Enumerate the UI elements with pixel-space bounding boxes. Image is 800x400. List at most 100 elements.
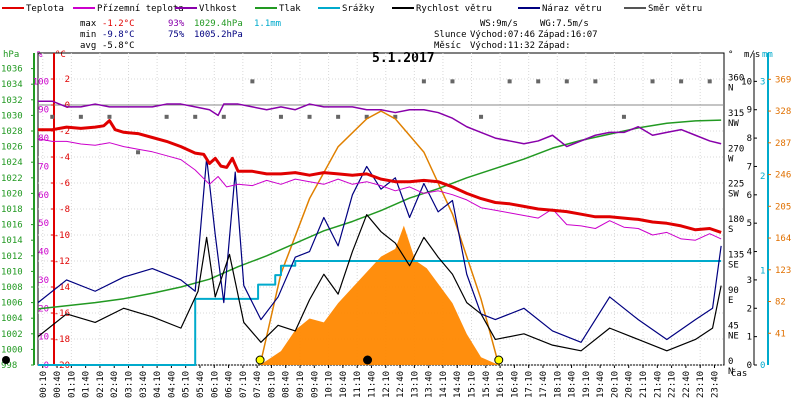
x-tick-label: 19:10 xyxy=(582,371,592,398)
sunset-marker xyxy=(494,355,504,365)
pressure-tick-label: 1000 xyxy=(1,345,23,355)
x-tick-label: 14:40 xyxy=(453,371,463,398)
wind-direction-point xyxy=(278,114,283,119)
x-tick-label: 09:10 xyxy=(296,371,306,398)
wind-direction-point xyxy=(450,79,455,84)
wind-tick-label: 6 xyxy=(747,191,752,201)
markers xyxy=(2,355,504,365)
humidity-tick-label: 20 xyxy=(38,304,49,314)
x-tick-label: 09:40 xyxy=(310,371,320,398)
temp-tick-label: -18 xyxy=(54,335,70,345)
pressure-tick-label: 1026 xyxy=(1,143,23,153)
x-tick-label: 16:10 xyxy=(496,371,506,398)
x-tick-label: 08:10 xyxy=(267,371,277,398)
unit-deg: ° xyxy=(728,50,733,60)
direction-name-label: NW xyxy=(728,119,739,129)
humidity-tick-label: 30 xyxy=(38,276,49,286)
legend-label-tlak: Tlak xyxy=(279,4,301,14)
wind-tick-label: 0 xyxy=(747,361,752,371)
pressure-tick-label: 1014 xyxy=(1,236,23,246)
wind-tick-label: 3 xyxy=(747,276,752,286)
legend-label-smer: Směr větru xyxy=(648,4,702,14)
x-tick-label: 13:40 xyxy=(425,371,435,398)
temp-tick-label: -14 xyxy=(54,283,70,293)
x-tick-label: 10:10 xyxy=(325,371,335,398)
x-tick-label: 04:40 xyxy=(167,371,177,398)
solar-tick-label: 164 xyxy=(775,234,791,244)
pressure-tick-label: 1002 xyxy=(1,330,23,340)
info-block: WS:9m/s WG:7.5m/s Slunce Východ:07:46 Zá… xyxy=(434,19,598,51)
wind-tick-label: 4 xyxy=(747,248,752,258)
x-tick-label: 06:40 xyxy=(225,371,235,398)
wind-tick-label: 10 xyxy=(741,77,752,87)
wind-direction-point xyxy=(307,114,312,119)
legend-label-naraz: Náraz větru xyxy=(542,4,602,14)
x-tick-label: 05:40 xyxy=(196,371,206,398)
x-tick-label: 07:40 xyxy=(253,371,263,398)
x-tick-label: 13:10 xyxy=(410,371,420,398)
direction-name-label: S xyxy=(728,225,733,235)
direction-name-label: SE xyxy=(728,261,739,271)
sunrise-marker xyxy=(255,355,265,365)
wind-tick-label: 1 xyxy=(747,333,752,343)
info-wg: WG:7.5m/s xyxy=(540,19,589,29)
stat-max-humidity: 93% xyxy=(168,19,185,29)
stat-avg-temp: -5.8°C xyxy=(102,41,135,51)
stat-max-rain: 1.1mm xyxy=(254,19,281,29)
wind-direction-point xyxy=(393,114,398,119)
x-tick-label: 01:10 xyxy=(67,371,77,398)
ground-temp-line xyxy=(37,138,722,241)
info-ws: WS:9m/s xyxy=(480,19,518,29)
direction-name-label: E xyxy=(728,296,733,306)
x-tick-label: 22:10 xyxy=(668,371,678,398)
temp-tick-label: -2 xyxy=(59,127,70,137)
wind-direction-point xyxy=(364,114,369,119)
unit-pct: % xyxy=(37,50,43,60)
pressure-tick-label: 1036 xyxy=(1,65,23,75)
direction-name-label: W xyxy=(728,154,734,164)
wind-direction-point xyxy=(621,114,626,119)
temp-tick-label: -4 xyxy=(59,153,70,163)
x-tick-label: 12:40 xyxy=(396,371,406,398)
pressure-tick-label: 1032 xyxy=(1,96,23,106)
stat-max-label: max xyxy=(80,19,97,29)
solar-tick-label: 369 xyxy=(775,75,791,85)
wind-direction-point xyxy=(421,79,426,84)
x-tick-labels: 00:10 00:40 01:10 01:40 02:10 02:40 03:10 03:40… xyxy=(39,371,721,398)
unit-degc: °C xyxy=(55,50,66,60)
stat-min-pressure: 1005.2hPa xyxy=(194,30,243,40)
direction-name-label: N xyxy=(728,367,733,377)
pressure-tick-label: 1028 xyxy=(1,127,23,137)
temp-tick-label: -12 xyxy=(54,257,70,267)
unit-hpa: hPa xyxy=(3,50,19,60)
stat-min-humidity: 75% xyxy=(168,30,185,40)
x-tick-label: 11:10 xyxy=(353,371,363,398)
wind-tick-label: 5 xyxy=(747,219,752,229)
info-sun-rise: Východ:07:46 xyxy=(470,30,535,40)
direction-tick-label: 270 xyxy=(728,144,744,154)
pressure-tick-label: 1020 xyxy=(1,189,23,199)
x-tick-label: 22:40 xyxy=(682,371,692,398)
pressure-tick-label: 1004 xyxy=(1,314,23,324)
pressure-tick-label: 998 xyxy=(1,361,17,371)
wind-direction-point xyxy=(193,114,198,119)
x-tick-label: 15:40 xyxy=(482,371,492,398)
x-tick-label: 21:40 xyxy=(653,371,663,398)
pressure-line xyxy=(37,119,722,310)
pressure-tick-label: 1010 xyxy=(1,267,23,277)
x-tick-label: 02:10 xyxy=(96,371,106,398)
x-tick-label: 20:10 xyxy=(610,371,620,398)
moon-phase-icon xyxy=(2,356,10,364)
temp-tick-label: -8 xyxy=(59,205,70,215)
direction-tick-label: 0 xyxy=(728,357,733,367)
solar-tick-label: 205 xyxy=(775,202,791,212)
x-axis-label: čas xyxy=(731,368,747,379)
stat-max-temp: -1.2°C xyxy=(102,19,135,29)
info-moon-rise: Východ:11:32 xyxy=(470,41,535,51)
wind-direction-point xyxy=(78,114,83,119)
direction-tick-label: 45 xyxy=(728,322,739,332)
wind-tick-label: 9 xyxy=(747,106,752,116)
direction-tick-label: 315 xyxy=(728,109,744,119)
direction-tick-label: 135 xyxy=(728,251,744,261)
